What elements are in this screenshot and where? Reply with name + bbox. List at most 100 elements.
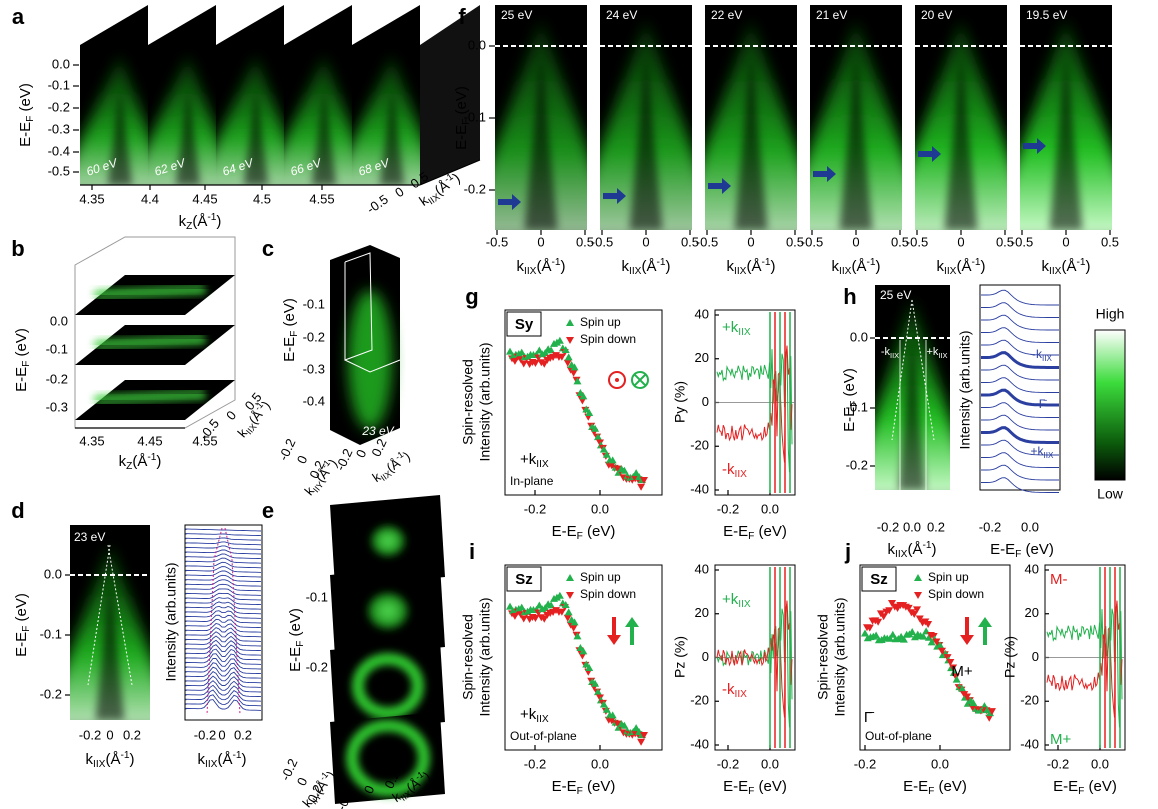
y-tick-label: 0 bbox=[1032, 649, 1039, 664]
x-tick-label: -0.2 bbox=[524, 501, 546, 516]
text-part: +k bbox=[1031, 444, 1045, 458]
y-axis-label: E-EF (eV) bbox=[841, 368, 860, 432]
spin-up-point bbox=[506, 602, 514, 610]
text-part: F bbox=[577, 786, 583, 797]
text-part: (Å bbox=[217, 751, 232, 768]
text-part: ) bbox=[1086, 258, 1091, 275]
mode-label: Sz bbox=[870, 571, 888, 588]
x-axis-label: kIIX(Å-1) bbox=[197, 750, 246, 770]
text-part: E-E bbox=[990, 541, 1015, 558]
text-part: E-E bbox=[841, 407, 858, 432]
spin-up-point bbox=[602, 450, 611, 458]
k-tick-label: -0.2 bbox=[334, 786, 357, 809]
text-part: -1 bbox=[761, 257, 770, 268]
spin-up-point bbox=[608, 711, 617, 719]
text-part: IIX bbox=[205, 759, 218, 770]
geometry-label: Out-of-plane bbox=[865, 729, 932, 743]
gamma-label: Γ̄ bbox=[1039, 397, 1048, 411]
x-tick-label: 0 bbox=[852, 234, 859, 249]
x-tick-label: 0.0 bbox=[1021, 519, 1039, 534]
spin-arrow-up bbox=[978, 617, 992, 645]
x-tick-label: -0.5 bbox=[906, 234, 928, 249]
edc-curve bbox=[981, 464, 1059, 481]
x-axis-label: E-EF (eV) bbox=[1053, 778, 1117, 797]
legend-marker bbox=[914, 574, 922, 581]
text-part: IIX bbox=[738, 327, 751, 338]
edc-curve bbox=[981, 364, 1059, 381]
legend-marker bbox=[566, 592, 574, 599]
x-tick-label: 0.0 bbox=[591, 756, 609, 771]
spin-up-point bbox=[620, 721, 629, 729]
k-label: -kIIX bbox=[1032, 347, 1053, 363]
mode-box bbox=[506, 311, 542, 337]
spin-down-point bbox=[563, 614, 572, 622]
y-axis-label: Spin-resolved bbox=[815, 614, 831, 700]
spin-up-point bbox=[564, 608, 573, 616]
text-part: F bbox=[1015, 549, 1021, 560]
edc-curve bbox=[185, 605, 262, 615]
spin-up-point bbox=[958, 684, 967, 692]
spin-up-point bbox=[517, 603, 526, 611]
panel-letter: i bbox=[469, 539, 475, 564]
x-axis-label: E-EF (eV) bbox=[990, 541, 1054, 560]
x-tick-label: 4.45 bbox=[192, 191, 217, 206]
y-tick-label: -0.2 bbox=[464, 181, 486, 196]
arrow bbox=[1023, 138, 1046, 154]
scale-label: Low bbox=[1097, 486, 1124, 502]
k-tick-label: -0.5 bbox=[364, 192, 391, 217]
text-part: +k bbox=[926, 346, 938, 358]
edc-curve bbox=[185, 618, 262, 629]
text-part: F bbox=[21, 626, 32, 632]
y-axis-label: Spin-resolved bbox=[460, 614, 476, 700]
k-label: +kIIX bbox=[722, 591, 751, 610]
spin-down-point bbox=[637, 483, 646, 491]
k-tick-label: 0.2 bbox=[304, 782, 325, 805]
edc-curve bbox=[185, 592, 262, 601]
spin-up-point bbox=[952, 675, 961, 683]
text-part: k bbox=[621, 258, 629, 275]
y-tick-label: -0.2 bbox=[306, 659, 328, 674]
x-tick-label: 0.0 bbox=[591, 501, 609, 516]
x-axis-label: kIIX(Å-1) bbox=[887, 540, 936, 560]
text-part: ) bbox=[130, 751, 135, 768]
k-tick-label: 0 bbox=[294, 453, 311, 466]
k-label: +kIIX bbox=[520, 706, 549, 725]
spin-up-point bbox=[579, 392, 588, 400]
photon-energy: 25 eV bbox=[880, 288, 911, 302]
spin-down-point bbox=[640, 477, 648, 485]
text-part: F bbox=[1078, 786, 1084, 797]
k-label: +kIIX bbox=[722, 319, 751, 338]
spin-symbol bbox=[615, 378, 619, 382]
arpes-glow bbox=[80, 55, 148, 185]
text-part: E-E bbox=[13, 367, 30, 392]
text-part: E-E bbox=[17, 122, 34, 147]
edc-curve bbox=[185, 614, 262, 624]
text-part: +k bbox=[520, 706, 537, 723]
edc-curve bbox=[981, 426, 1059, 444]
x-tick-label: 0 bbox=[1062, 234, 1069, 249]
spin-down-point bbox=[569, 369, 578, 377]
y-tick-label: 0 bbox=[702, 394, 709, 409]
text-part: IIX bbox=[738, 599, 751, 610]
slice-side bbox=[420, 5, 480, 185]
panel-letter: c bbox=[262, 236, 274, 261]
y-tick-label: 40 bbox=[695, 306, 709, 321]
y-tick-label: 20 bbox=[695, 350, 709, 365]
y-axis-label: Intensity (arb.units) bbox=[477, 342, 493, 461]
spin-down-point bbox=[988, 708, 996, 716]
y-axis-label: E-EF (eV) bbox=[281, 298, 300, 362]
spin-up-point bbox=[886, 634, 894, 642]
spin-up-point bbox=[924, 633, 933, 641]
text-part: -1 bbox=[922, 540, 931, 551]
edc-curve bbox=[185, 610, 262, 619]
text-part: IIX bbox=[938, 351, 947, 360]
spin-down-point bbox=[640, 732, 648, 740]
text-part: k bbox=[516, 258, 524, 275]
legend-marker bbox=[914, 592, 922, 599]
text-part: -1 bbox=[1076, 257, 1085, 268]
k-axis-label: kIIX(Å-1) bbox=[233, 397, 275, 442]
slice-top bbox=[284, 5, 352, 45]
cone bbox=[80, 55, 148, 185]
text-part: k bbox=[887, 541, 895, 558]
